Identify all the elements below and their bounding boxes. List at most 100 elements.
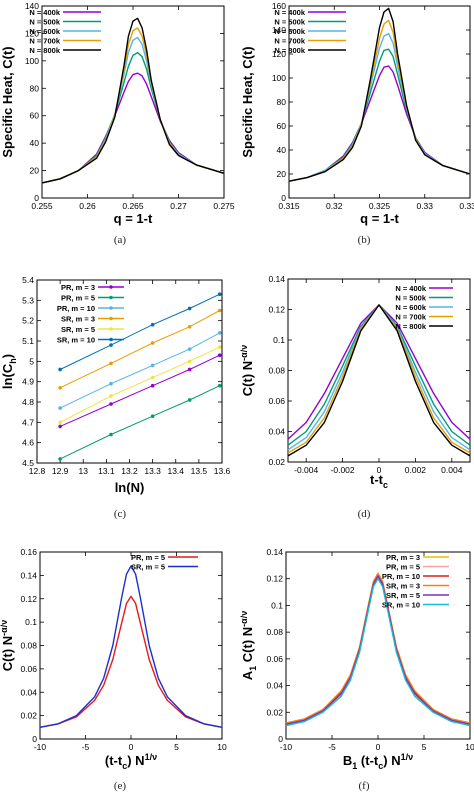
legend-label: N = 800k [274,46,305,55]
x-tick-label: 12.9 [52,466,69,476]
y-tick-label: 0 [34,193,39,203]
legend-label: PR, m = 3 [61,283,95,292]
series-line [285,572,471,724]
legend-marker [109,306,113,310]
series-line [41,36,225,184]
y-tick-label: 4.6 [22,438,34,448]
data-point [150,383,155,388]
chart-panel-c: 12.8 12.9 13 13.1 13.2 13.3 13.4 13.5 13.6 4.5 4.6… [0,275,231,520]
legend-label: SR, m = 5 [131,563,165,572]
y-tick-label: 0.02 [268,457,285,467]
data-point [109,432,113,437]
x-tick-label: 0 [377,465,382,475]
legend-label: PR, m = 5 [61,294,95,303]
y-tick-label: 40 [277,145,287,155]
series-line [285,575,471,725]
y-tick-label: 40 [30,138,40,148]
data-point [217,345,222,349]
legend-marker [109,295,113,300]
series-line [287,304,471,457]
panel-caption: (c) [114,508,127,520]
data-point [150,363,155,368]
y-tick-label: 120 [272,49,286,59]
series-line [41,72,225,184]
series-line [41,51,225,184]
x-tick-label: 0.335 [459,201,474,211]
legend-label: PR, m = 10 [382,572,420,581]
x-tick-label: 0 [129,742,134,752]
data-point [58,406,62,410]
y-tick-label: 80 [30,83,40,93]
legend: PR, m = 5SR, m = 5 [131,553,198,572]
x-tick-label: 13.4 [167,466,184,476]
y-axis-label: Specific Heat, C(t) [0,46,15,157]
x-tick-label: 0 [376,742,381,752]
y-tick-label: 0.04 [20,687,37,697]
y-axis-label: ln(Ch) [0,354,18,389]
y-tick-label: 140 [272,25,286,35]
x-tick-label: 12.8 [29,466,46,476]
legend-marker [109,337,113,342]
x-tick-label: -5 [328,742,336,752]
y-tick-label: 20 [30,166,40,176]
x-tick-label: 13.5 [191,466,208,476]
y-tick-label: 0.12 [266,574,283,584]
legend-label: N = 700k [395,313,426,322]
y-tick-label: 0.06 [20,664,37,674]
x-tick-label: -5 [82,742,90,752]
x-tick-label: 5 [422,742,427,752]
x-tick-label: -0.004 [294,465,318,475]
series-line [288,7,471,182]
series-line [285,578,471,727]
x-tick-label: -0.002 [331,465,355,475]
series-line [285,575,471,725]
y-tick-label: 0.04 [268,427,285,437]
y-tick-label: 0 [281,193,286,203]
series-line [285,574,471,724]
legend-label: N = 400k [29,8,60,17]
y-tick-label: 4.8 [22,397,34,407]
data-point [187,347,192,351]
panel-caption: (b) [358,234,371,246]
x-tick-label: 0.26 [79,201,96,211]
legend-label: SR, m = 10 [57,336,95,345]
panel-caption: (e) [114,780,127,792]
data-point [217,383,222,388]
y-tick-label: 5.2 [22,316,34,326]
legend-marker [109,316,113,321]
y-tick-label: 5.4 [22,275,34,285]
data-point [109,381,113,386]
x-tick-label: 0.32 [326,201,343,211]
data-point [217,331,222,335]
panel-caption: (d) [358,508,371,520]
chart-panel-e: -10 -5 0 5 10 0 0.02 0.04 0.06 0.08 0.1 0.12 0.14 0.1… [0,547,227,792]
y-tick-label: 0 [32,734,37,744]
legend-label: N = 800k [395,322,426,331]
y-tick-label: 160 [272,1,286,11]
legend-label: N = 700k [29,37,60,46]
y-tick-label: 5 [29,356,34,366]
chart-panel-f: -10 -5 0 5 10 0 0.02 0.04 0.06 0.08 0.1 0.12 0.14 PR,… [239,547,474,792]
legend-label: N = 400k [274,8,305,17]
legend-label: N = 500k [274,18,305,27]
legend-label: SR, m = 10 [382,601,420,610]
x-tick-label: 0.315 [278,201,300,211]
legend-label: N = 500k [395,294,426,303]
x-tick-label: 0.325 [369,201,391,211]
y-axis-label: C(t) N-α/ν [0,620,15,671]
y-tick-label: 0.1 [271,600,283,610]
plot-frame [39,551,223,740]
y-tick-label: 0.14 [20,570,37,580]
x-tick-label: -10 [34,742,47,752]
legend-label: N = 600k [29,27,60,36]
legend-label: N = 500k [29,18,60,27]
y-tick-label: 140 [25,1,39,11]
x-tick-label: 13 [79,466,89,476]
data-point [150,414,155,419]
y-axis-label: A1 C(t) N-α/ν [239,611,258,680]
panel-caption: (f) [359,780,370,792]
x-tick-label: 13.2 [121,466,138,476]
data-point [150,341,155,345]
